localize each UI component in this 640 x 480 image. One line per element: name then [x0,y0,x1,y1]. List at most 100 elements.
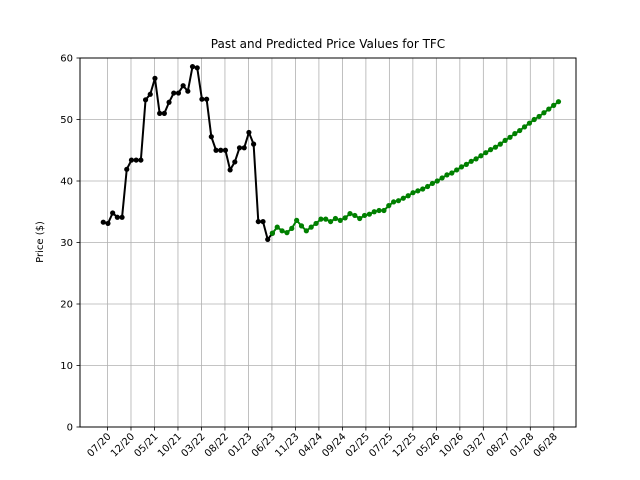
chart-title: Past and Predicted Price Values for TFC [211,37,445,51]
past-series-point [171,90,177,96]
predicted-series-point [536,113,542,120]
predicted-series-point [439,175,445,181]
predicted-series-point [274,224,280,230]
predicted-series-point [551,102,557,108]
predicted-series-point [391,199,397,205]
past-series-point [189,64,196,70]
past-series-point [147,91,153,97]
past-series-point [105,220,111,227]
predicted-series-point [294,217,300,223]
predicted-series-point [424,183,431,190]
past-series-point [260,218,266,225]
predicted-series-point [289,225,295,231]
past-series-point [152,75,158,81]
predicted-series-point [488,147,494,153]
predicted-series-point [526,120,533,126]
predicted-series-point [269,230,275,236]
predicted-series-point [327,218,334,225]
predicted-series-point [492,144,499,150]
predicted-series [269,99,562,236]
predicted-series-point [502,137,508,144]
predicted-series-point [400,195,406,201]
predicted-series-point [546,106,552,112]
predicted-series-point [386,203,392,209]
predicted-series-point [357,215,363,222]
predicted-series-point [458,164,465,170]
predicted-series-point [468,158,474,164]
predicted-series-point [313,220,319,227]
predicted-series-point [308,224,314,230]
past-series-point [100,219,106,225]
y-tick-label: 30 [60,238,73,249]
y-tick-label: 50 [60,115,73,126]
y-tick-label: 60 [60,54,73,65]
predicted-series-point [366,211,372,217]
past-series-point [185,88,191,94]
past-series-point [161,110,167,116]
past-series-point [236,145,243,151]
past-series-point [114,214,120,220]
past-series-point [128,157,135,163]
predicted-series-point [454,167,460,173]
past-series-point [142,97,149,103]
past-series-point [213,147,219,153]
y-axis-ticks: 0 10 20 30 40 50 60 [60,54,80,434]
predicted-series-point [298,223,305,229]
predicted-series-point [395,198,402,204]
past-series-point [232,159,238,165]
y-tick-label: 40 [60,177,73,188]
predicted-series-point [507,134,513,140]
past-series [100,64,275,243]
past-series-point [204,96,210,102]
past-series-point [218,147,224,153]
past-series-point [265,236,271,243]
past-series-point [119,214,125,220]
predicted-series-point [517,127,523,134]
past-series-point [124,166,130,172]
predicted-series-point [405,193,411,199]
predicted-series-point [449,170,455,176]
past-series-point [133,157,139,163]
past-series-point [241,145,247,151]
predicted-series-point [342,215,348,221]
predicted-series-point [381,207,387,214]
predicted-series-point [463,161,469,167]
predicted-series-point [337,217,343,223]
past-series-point [180,83,186,89]
predicted-series-point [303,228,309,234]
y-tick-label: 10 [60,361,73,372]
predicted-series-point [371,209,377,215]
past-series-point [246,129,252,136]
past-series-point [138,157,144,163]
predicted-series-point [415,188,421,194]
predicted-series-point [361,212,368,219]
past-series-point [222,147,229,153]
predicted-series-point [478,153,484,159]
predicted-series-point [531,116,537,123]
y-axis-label: Price ($) [35,221,46,263]
series-layer [100,64,562,243]
grid-lines [80,57,576,428]
past-series-point [255,218,261,225]
predicted-series-point [323,216,329,222]
predicted-series-point [279,228,285,234]
past-series-point [251,141,257,147]
predicted-series-point [420,186,426,192]
past-series-point [227,167,233,173]
predicted-series-point [483,150,489,156]
y-tick-label: 0 [67,423,73,434]
predicted-series-point [444,172,450,178]
past-series-point [208,134,214,140]
predicted-series-point [332,215,339,222]
predicted-series-point [521,124,528,130]
predicted-series-point [512,131,518,137]
predicted-series-point [434,178,440,184]
predicted-series-point [497,141,503,147]
predicted-series-point [410,190,416,196]
y-tick-label: 20 [60,300,73,311]
predicted-series-point [429,180,436,187]
past-series-point [175,90,182,96]
past-series-point [199,96,205,102]
predicted-series-point [541,110,547,116]
